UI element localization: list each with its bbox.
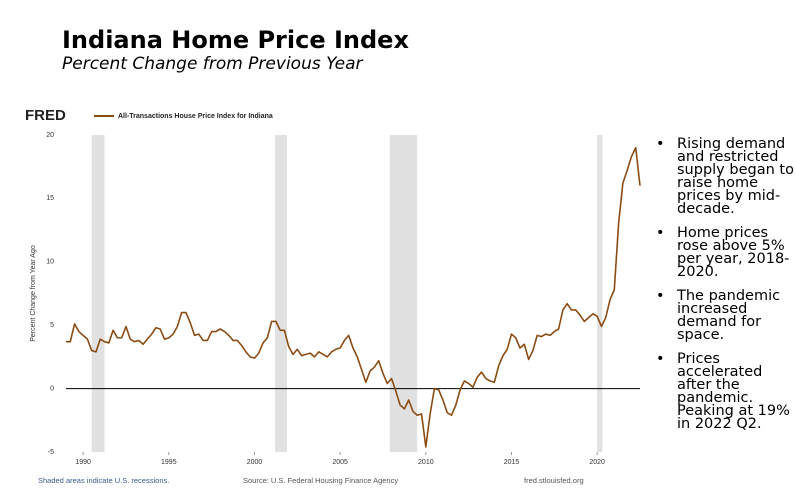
y-tick-label: 0	[50, 385, 54, 392]
y-tick-label: 15	[46, 195, 54, 202]
footnote: Shaded areas indicate U.S. recessions.	[38, 476, 169, 485]
x-tick-label: 1995	[161, 459, 177, 466]
fred-logo: FRED	[25, 107, 66, 124]
slide-subtitle: Percent Change from Previous Year	[62, 54, 363, 74]
y-tick-label: 5	[50, 322, 54, 329]
y-tick-label: 20	[46, 132, 54, 139]
x-tick-label: 2015	[504, 459, 520, 466]
chart: FRED All-Transactions House Price Index f…	[25, 107, 641, 485]
x-tick-label: 2020	[589, 459, 605, 466]
y-tick-label: 10	[46, 259, 54, 266]
x-tick-label: 2010	[418, 459, 434, 466]
source: Source: U.S. Federal Housing Finance Age…	[243, 476, 398, 485]
y-tick-label: -5	[48, 449, 54, 456]
bullet: The pandemic increased demand for space.	[656, 289, 794, 343]
x-tick-label: 2005	[332, 459, 348, 466]
y-axis-label: Percent Change from Year Ago	[30, 245, 37, 342]
recession-band	[91, 135, 105, 452]
legend-label: All-Transactions House Price Index for I…	[118, 113, 273, 120]
x-tick-label: 2000	[247, 459, 263, 466]
bullet: Rising demand and restricted supply bega…	[656, 137, 794, 217]
recession-band	[275, 135, 288, 452]
slide-title: Indiana Home Price Index	[62, 26, 409, 54]
bullet: Prices accelerated after the pandemic. P…	[656, 352, 794, 432]
bullet: Home prices rose above 5% per year, 2018…	[656, 226, 794, 280]
x-tick-label: 1990	[75, 459, 91, 466]
website: fred.stlouisfed.org	[524, 476, 584, 485]
recession-band	[597, 135, 603, 452]
bullet-list: Rising demand and restricted supply bega…	[656, 137, 794, 442]
data-line	[66, 146, 641, 448]
recession-band	[389, 135, 418, 452]
